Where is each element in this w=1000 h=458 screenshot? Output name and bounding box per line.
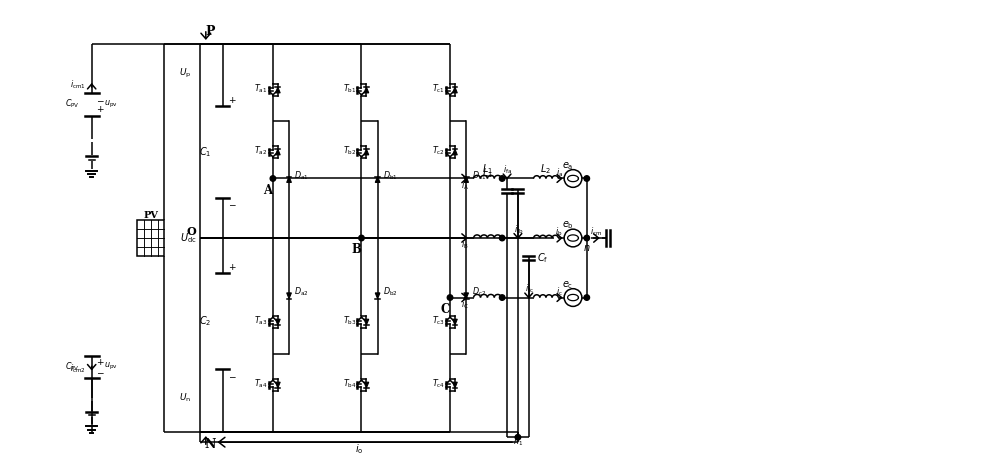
Polygon shape [275,319,280,325]
Text: $L_1$: $L_1$ [482,166,493,180]
Text: $D_{\rm a1}$: $D_{\rm a1}$ [294,169,309,182]
Text: $u_{\rm pv}$: $u_{\rm pv}$ [104,98,118,110]
Text: $-$: $-$ [96,367,105,376]
Text: $i_{\rm fb}$: $i_{\rm fb}$ [514,224,523,236]
Text: $U_{\rm p}$: $U_{\rm p}$ [179,67,191,80]
Polygon shape [364,319,369,325]
Text: $n$: $n$ [583,243,591,253]
Text: $C_{\rm PV}$: $C_{\rm PV}$ [65,360,80,373]
Text: $i_{\rm o}$: $i_{\rm o}$ [355,442,363,456]
Text: C: C [440,303,450,316]
Circle shape [270,176,276,181]
Text: $C_{\rm PV}$: $C_{\rm PV}$ [65,98,80,110]
Polygon shape [364,149,369,155]
Text: $e_{\rm b}$: $e_{\rm b}$ [562,219,574,231]
Text: $D_{\rm c1}$: $D_{\rm c1}$ [472,169,486,182]
Text: $L_1$: $L_1$ [482,162,493,176]
Polygon shape [364,382,369,388]
Text: $i_{\rm C}$: $i_{\rm C}$ [461,298,469,311]
Text: $-$: $-$ [228,371,236,380]
Polygon shape [453,319,457,325]
Text: $T_{\rm c4}$: $T_{\rm c4}$ [432,378,445,390]
Text: $T_{\rm b3}$: $T_{\rm b3}$ [343,315,356,327]
Circle shape [584,235,590,241]
Text: PV: PV [143,212,158,220]
Text: P: P [205,25,214,38]
Text: $-$: $-$ [228,200,236,208]
Text: $T_{\rm a2}$: $T_{\rm a2}$ [254,144,268,157]
Text: $i_{\rm cm}$: $i_{\rm cm}$ [590,225,603,238]
Text: $T_{\rm a3}$: $T_{\rm a3}$ [254,315,268,327]
Circle shape [499,295,505,300]
Text: $T_{\rm a4}$: $T_{\rm a4}$ [254,378,268,390]
Text: $+$: $+$ [228,262,236,272]
Polygon shape [275,382,280,388]
Text: $i_{\rm A}$: $i_{\rm A}$ [461,179,469,191]
Text: A: A [263,184,273,197]
Text: $L_2$: $L_2$ [540,162,551,176]
Text: $i_{\rm c}$: $i_{\rm c}$ [556,285,563,298]
Text: $i_{\rm b}$: $i_{\rm b}$ [555,226,563,238]
Text: $+$: $+$ [228,95,236,105]
Polygon shape [375,293,380,299]
Polygon shape [275,87,280,93]
Text: $-$: $-$ [96,95,105,104]
Text: $C_1$: $C_1$ [199,145,212,159]
Circle shape [584,295,590,300]
Circle shape [515,435,521,440]
Circle shape [584,176,590,181]
Text: $U_{\rm dc}$: $U_{\rm dc}$ [180,231,197,245]
Circle shape [499,235,505,241]
Text: $n_1$: $n_1$ [513,437,523,448]
Text: $D_{\rm b1}$: $D_{\rm b1}$ [383,169,398,182]
Text: $D_{\rm c2}$: $D_{\rm c2}$ [472,286,486,298]
Text: N: N [204,438,215,451]
Text: $T_{\rm c2}$: $T_{\rm c2}$ [432,144,445,157]
Text: $e_{\rm c}$: $e_{\rm c}$ [562,279,573,291]
Polygon shape [375,176,380,182]
Text: $i_{\rm fa}$: $i_{\rm fa}$ [503,164,512,176]
Circle shape [499,176,505,181]
Polygon shape [364,87,369,93]
Text: $T_{\rm a1}$: $T_{\rm a1}$ [254,82,268,95]
Polygon shape [275,149,280,155]
Text: $T_{\rm b1}$: $T_{\rm b1}$ [343,82,356,95]
Text: $T_{\rm b2}$: $T_{\rm b2}$ [343,144,356,157]
Text: $C_2$: $C_2$ [199,314,212,328]
Text: $U_{\rm n}$: $U_{\rm n}$ [179,392,191,404]
Polygon shape [453,382,457,388]
Text: $T_{\rm c3}$: $T_{\rm c3}$ [432,315,445,327]
Polygon shape [287,293,291,299]
Text: $i_{\rm a}$: $i_{\rm a}$ [556,166,563,179]
Text: $+$: $+$ [96,357,105,367]
Text: $i_{\rm cm2}$: $i_{\rm cm2}$ [70,362,86,375]
Text: $T_{\rm b4}$: $T_{\rm b4}$ [343,378,356,390]
Text: $C_{\rm f}$: $C_{\rm f}$ [537,251,548,265]
Text: $D_{\rm b2}$: $D_{\rm b2}$ [383,286,398,298]
Polygon shape [453,87,457,93]
Text: $e_{\rm a}$: $e_{\rm a}$ [562,160,573,172]
Bar [137,220,164,256]
Text: $+$: $+$ [96,104,105,114]
Text: $i_{\rm cm1}$: $i_{\rm cm1}$ [70,79,86,91]
Circle shape [359,235,364,241]
Text: $i_{\rm B}$: $i_{\rm B}$ [461,239,469,251]
Polygon shape [453,149,457,155]
Polygon shape [287,176,291,182]
Text: $T_{\rm c1}$: $T_{\rm c1}$ [432,82,445,95]
Polygon shape [464,176,469,182]
Text: B: B [352,243,361,256]
Circle shape [447,295,453,300]
Text: $D_{\rm a2}$: $D_{\rm a2}$ [294,286,309,298]
Text: $i_{\rm fc}$: $i_{\rm fc}$ [525,283,534,295]
Text: O: O [186,226,196,237]
Text: $u_{\rm pv}$: $u_{\rm pv}$ [104,361,118,372]
Polygon shape [464,293,469,299]
